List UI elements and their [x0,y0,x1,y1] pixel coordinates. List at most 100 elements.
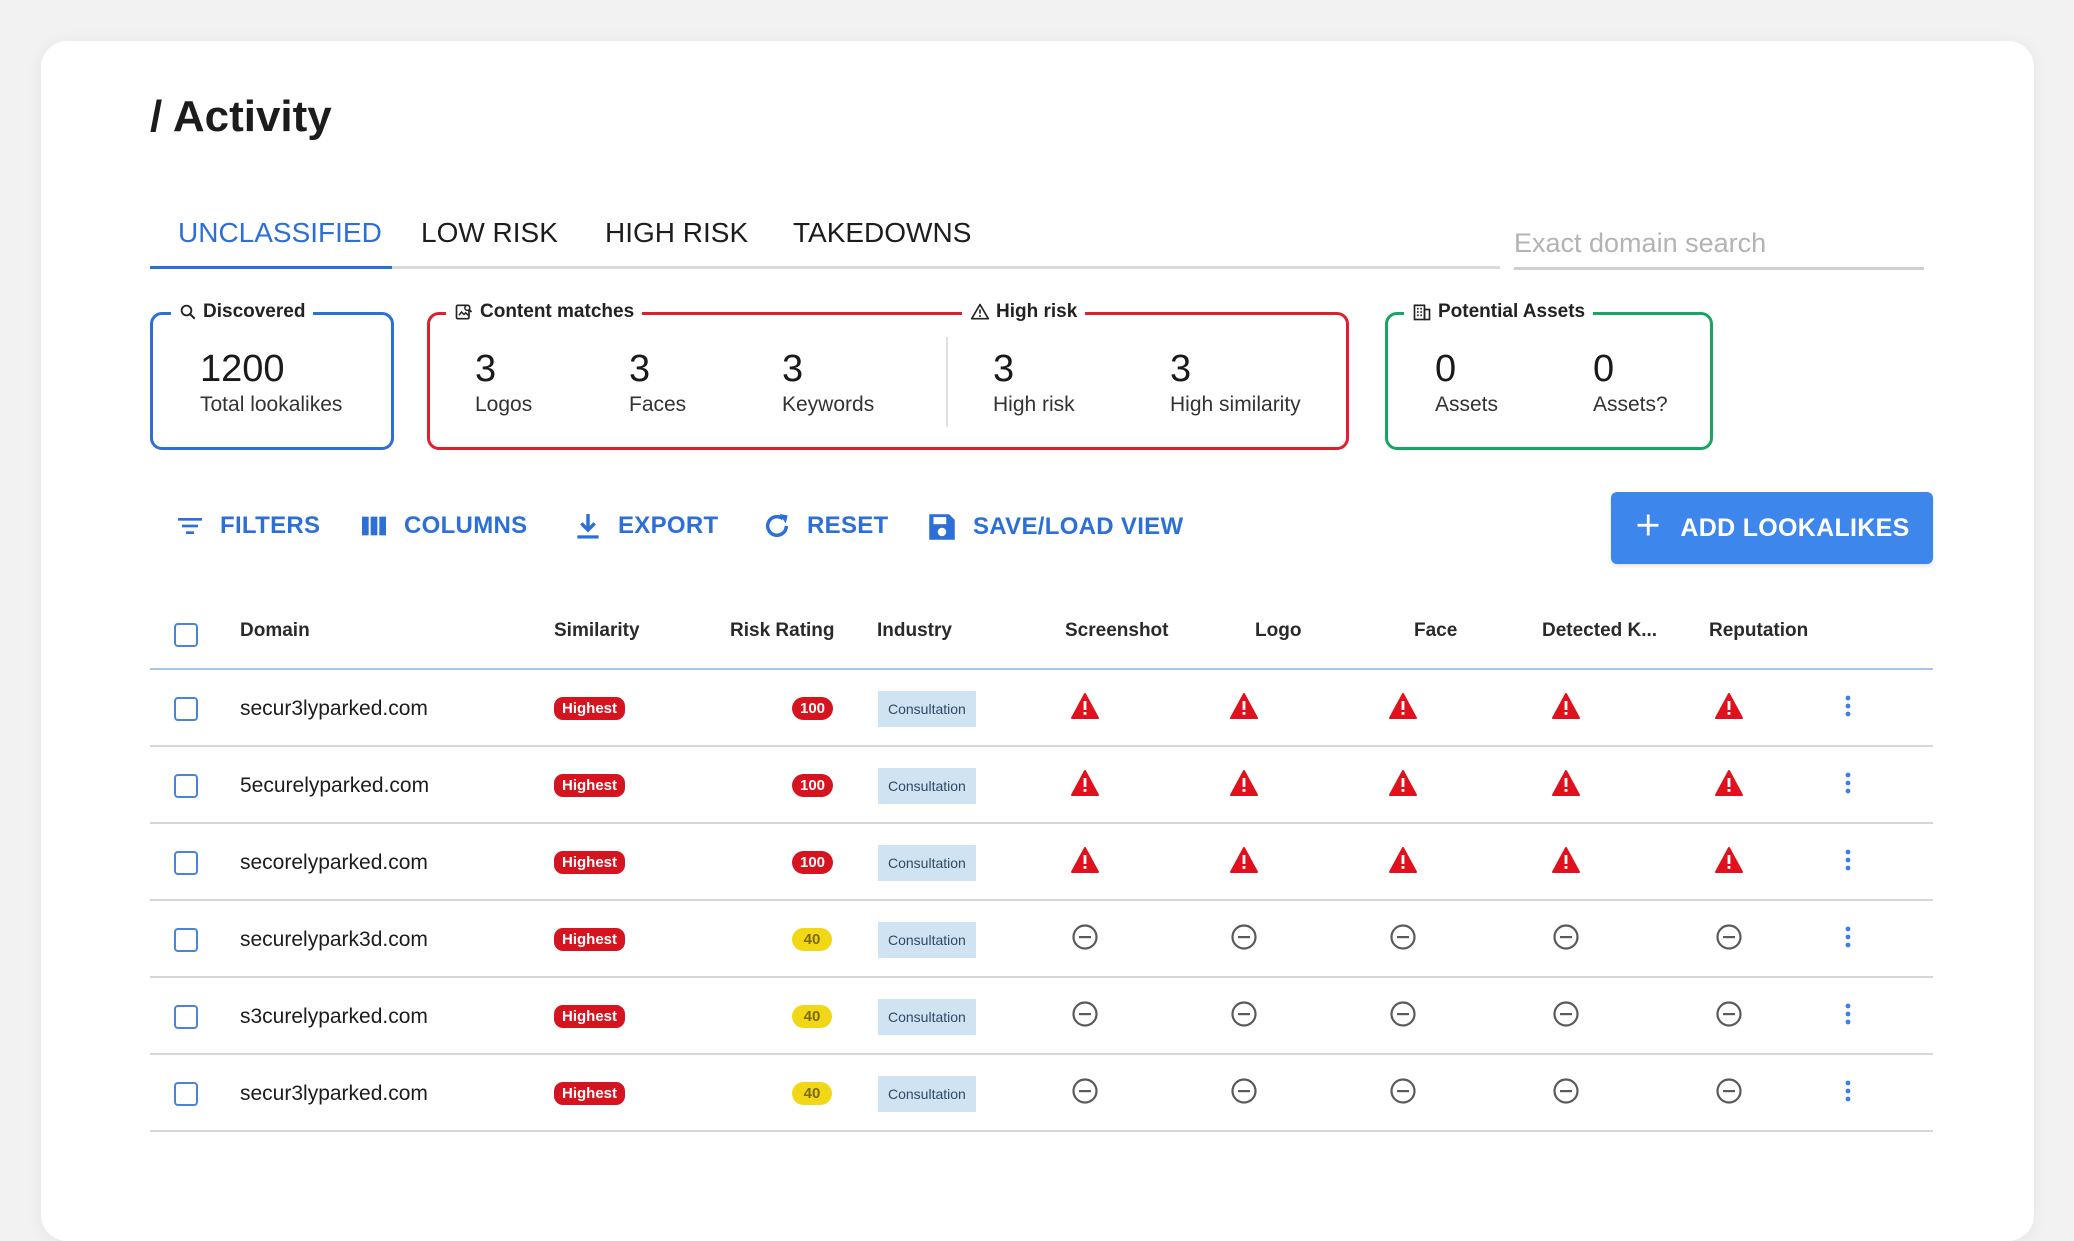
row-actions-button[interactable] [1833,901,1863,978]
detected-keywords-status-cell [1536,901,1596,978]
high-similarity-value: 3 [1170,348,1192,390]
minus-circle-icon [1230,1000,1258,1033]
industry-cell: Consultation [878,901,976,978]
select-all-checkbox[interactable] [174,623,198,647]
high-risk-title: High risk [996,301,1078,322]
minus-circle-icon [1715,923,1743,956]
reputation-status-cell [1699,978,1759,1055]
tab-high-risk[interactable]: HIGH RISK [605,217,749,248]
reset-button[interactable]: RESET [761,510,889,542]
building-icon [1412,302,1432,322]
similarity-badge: Highest [554,1082,626,1105]
row-checkbox[interactable] [174,773,198,798]
table-row[interactable]: secur3lyparked.com Highest 40 Consultation [150,1055,1933,1132]
warning-icon [1388,692,1418,725]
tab-low-risk[interactable]: LOW RISK [421,217,558,248]
more-vertical-icon [1843,923,1853,956]
row-checkbox[interactable] [174,696,198,721]
domain-cell[interactable]: secur3lyparked.com [240,1081,428,1105]
row-checkbox[interactable] [174,1004,198,1029]
search-icon [179,303,197,321]
row-actions-button[interactable] [1833,747,1863,824]
columns-button[interactable]: COLUMNS [358,510,527,542]
save-load-view-button[interactable]: SAVE/LOAD VIEW [925,510,1183,544]
assets-maybe-label: Assets? [1593,393,1668,416]
industry-cell: Consultation [878,978,976,1055]
risk-rating-cell: 100 [792,824,834,901]
face-status-cell [1373,978,1433,1055]
tab-takedowns[interactable]: TAKEDOWNS [793,217,972,248]
minus-circle-icon [1389,1000,1417,1033]
risk-rating-cell: 40 [792,1055,832,1132]
table-row[interactable]: secorelyparked.com Highest 100 Consultation [150,824,1933,901]
col-face[interactable]: Face [1414,620,1458,641]
risk-rating-badge: 40 [792,1082,832,1105]
risk-rating-badge: 40 [792,1005,832,1028]
row-checkbox-cell [174,747,198,824]
minus-circle-icon [1552,923,1580,956]
row-actions-button[interactable] [1833,670,1863,747]
add-lookalikes-button[interactable]: ADD LOOKALIKES [1611,492,1933,564]
export-label: EXPORT [618,512,719,539]
col-screenshot[interactable]: Screenshot [1065,620,1169,641]
similarity-badge: Highest [554,928,626,951]
content-matches-legend: Content matches [446,301,643,323]
high-similarity-label: High similarity [1170,393,1301,416]
more-vertical-icon [1843,692,1853,725]
industry-cell: Consultation [878,670,976,747]
plus-icon [1634,511,1662,546]
col-reputation[interactable]: Reputation [1709,620,1809,641]
risk-rating-badge: 40 [792,928,832,951]
add-lookalikes-label: ADD LOOKALIKES [1680,513,1910,542]
col-risk-rating[interactable]: Risk Rating [730,620,835,641]
row-checkbox[interactable] [174,927,198,952]
logo-status-cell [1214,978,1274,1055]
minus-circle-icon [1071,923,1099,956]
warning-icon [1551,769,1581,802]
col-similarity[interactable]: Similarity [554,620,640,641]
warning-icon [1551,692,1581,725]
screenshot-status-cell [1055,1055,1115,1132]
col-domain[interactable]: Domain [240,620,310,641]
table-row[interactable]: s3curelyparked.com Highest 40 Consultation [150,978,1933,1055]
warning-icon [1229,692,1259,725]
export-button[interactable]: EXPORT [572,510,718,542]
domain-cell[interactable]: 5ecurelyparked.com [240,773,430,797]
industry-cell: Consultation [878,1055,976,1132]
domain-cell[interactable]: securelypark3d.com [240,927,428,951]
col-industry[interactable]: Industry [877,620,952,641]
row-checkbox-cell [174,824,198,901]
filters-button[interactable]: FILTERS [174,510,320,542]
minus-circle-icon [1715,1000,1743,1033]
reputation-status-cell [1699,824,1759,901]
industry-tag: Consultation [878,998,976,1035]
risk-rating-cell: 40 [792,901,832,978]
row-actions-button[interactable] [1833,978,1863,1055]
domain-cell[interactable]: secur3lyparked.com [240,696,428,720]
similarity-badge: Highest [554,697,626,720]
domain-search-input[interactable] [1514,220,1924,270]
tab-unclassified[interactable]: UNCLASSIFIED [178,217,382,248]
logos-value: 3 [475,348,497,390]
detected-keywords-status-cell [1536,978,1596,1055]
col-detected-keywords[interactable]: Detected K... [1542,620,1658,641]
row-actions-button[interactable] [1833,1055,1863,1132]
col-logo[interactable]: Logo [1255,620,1302,641]
table-row[interactable]: securelypark3d.com Highest 40 Consultation [150,901,1933,978]
detected-keywords-status-cell [1536,824,1596,901]
domain-cell[interactable]: s3curelyparked.com [240,1004,428,1028]
logos-stat: 3 Logos [475,349,532,417]
industry-tag: Consultation [878,767,976,804]
keywords-value: 3 [782,348,804,390]
table-row[interactable]: 5ecurelyparked.com Highest 100 Consultation [150,747,1933,824]
row-checkbox[interactable] [174,850,198,875]
industry-cell: Consultation [878,824,976,901]
table-row[interactable]: secur3lyparked.com Highest 100 Consultation [150,670,1933,747]
screenshot-status-cell [1055,824,1115,901]
similarity-badge: Highest [554,1005,626,1028]
high-risk-stat: 3 High risk [993,349,1075,417]
row-checkbox[interactable] [174,1081,198,1106]
row-actions-button[interactable] [1833,824,1863,901]
domain-cell[interactable]: secorelyparked.com [240,850,428,874]
discovered-label: Total lookalikes [200,393,343,416]
